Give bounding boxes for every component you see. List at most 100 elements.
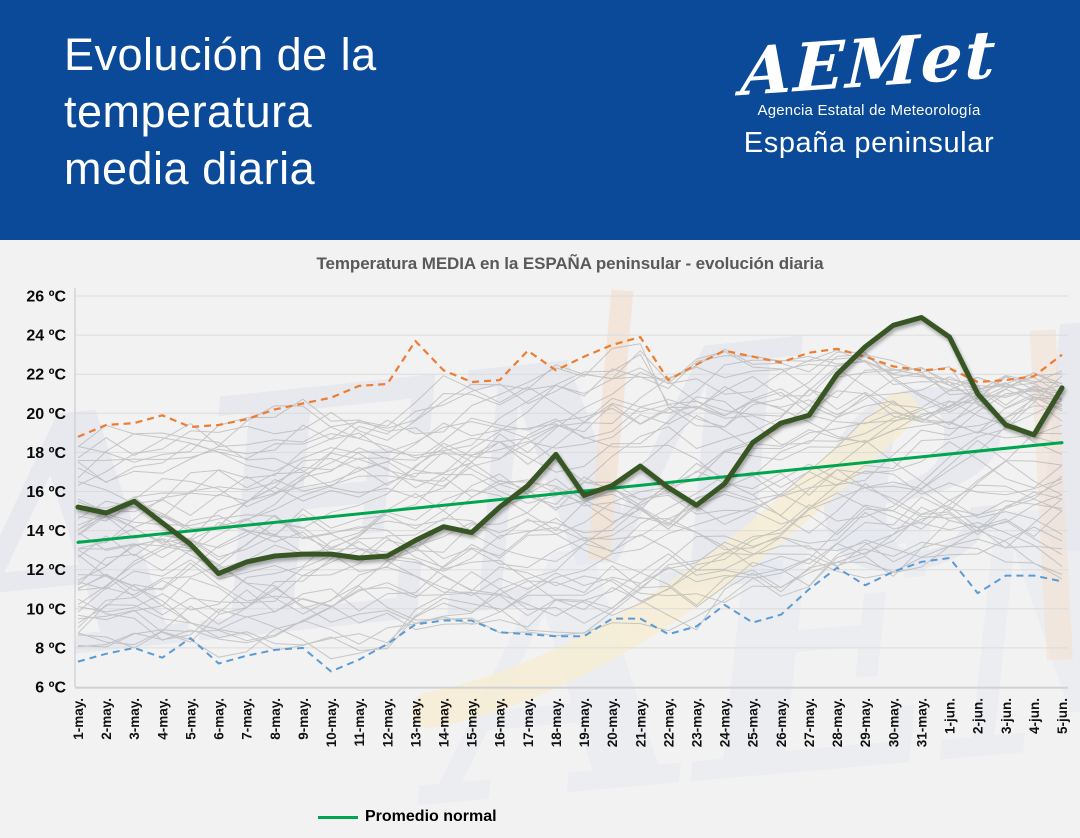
historical-year-line [77,529,1063,646]
historical-year-line [77,388,1063,511]
x-tick-label: 1-may. [71,698,86,740]
historical-year-line [77,441,1063,646]
historical-year-line [77,375,1063,616]
historical-year-line [77,460,1063,648]
historical-year-line [77,517,1063,643]
historical-year-line [77,506,1063,568]
x-tick-label: 31-may. [914,698,929,747]
chart-legend: Promedio normal [318,807,497,827]
x-tick-label: 19-may. [577,698,592,747]
y-tick-label: 10 ºC [26,601,66,618]
historical-year-line [77,353,1063,462]
x-tick-label: 3-jun. [999,698,1014,734]
historical-year-line [77,424,1063,519]
x-tick-label: 6-may. [212,698,227,740]
y-tick-label: 8 ºC [35,640,66,657]
x-tick-label: 5-jun. [1055,698,1070,734]
historical-year-line [77,470,1063,561]
aemet-brand-block: AEMet Agencia Estatal de Meteorología Es… [714,15,1024,160]
y-tick-label: 22 ºC [26,367,66,384]
historical-year-line [77,355,1063,486]
historical-year-line [77,343,1063,460]
y-tick-label: 6 ºC [35,680,66,697]
header-banner: Evolución de la temperatura media diaria A… [0,0,1080,240]
chart-area: AEMet AEMet 6 ºC 8 ºC 10 ºC 12 ºC 14 ºC 16 ºC 18… [0,240,1080,838]
page-title-line1: Evolución de la [64,29,377,80]
series-current-year [75,315,1065,577]
x-tick-label: 28-may. [830,698,845,747]
aemet-logo-subtitle: Agencia Estatal de Meteorología [757,102,981,119]
x-tick-label: 4-may. [155,698,170,740]
x-tick-label: 2-may. [99,698,114,740]
x-tick-label: 30-may. [886,698,901,747]
y-tick-label: 24 ºC [26,328,66,345]
x-tick-label: 24-may. [718,698,733,747]
y-tick-label: 14 ºC [26,523,66,540]
x-tick-label: 2-jun. [971,698,986,734]
x-tick-label: 21-may. [633,698,648,747]
y-tick-label: 12 ºC [26,562,66,579]
x-tick-label: 7-may. [240,698,255,740]
historical-year-line [77,499,1063,617]
page-title: Evolución de la temperatura media diaria [64,26,377,197]
historical-year-line [77,356,1063,529]
page-title-line3: media diaria [64,143,316,194]
x-tick-label: 15-may. [465,698,480,747]
x-tick-label: 1-jun. [943,698,958,734]
x-tick-label: 3-may. [127,698,142,740]
region-label: España peninsular [743,127,995,159]
legend-line-swatch [318,815,358,819]
y-tick-label: 18 ºC [26,445,66,462]
historical-year-line [77,491,1063,624]
historical-year-line [77,489,1063,559]
y-axis-tick-labels: 6 ºC 8 ºC 10 ºC 12 ºC 14 ºC 16 ºC 18 ºC 20 ºC 22… [26,289,66,697]
historical-year-line [77,545,1063,660]
historical-year-line [77,351,1063,499]
x-tick-label: 11-may. [352,698,367,747]
historical-year-line [77,473,1063,551]
historical-year-line [77,481,1063,651]
x-tick-label: 14-may. [436,698,451,747]
x-tick-label: 22-may. [661,698,676,747]
page-title-line2: temperatura [64,86,313,137]
x-axis-tick-labels: 1-may. 2-may. 3-may. 4-may. 5-may. 6-may. 7-ma… [71,698,1070,747]
x-tick-label: 29-may. [858,698,873,747]
x-tick-label: 8-may. [268,698,283,740]
x-tick-label: 26-may. [774,698,789,747]
historical-year-line [77,405,1063,562]
x-tick-label: 23-may. [690,698,705,747]
y-tick-label: 26 ºC [26,289,66,306]
x-tick-label: 10-may. [324,698,339,747]
y-tick-label: 16 ºC [26,484,66,501]
historical-year-line [77,469,1063,581]
x-tick-label: 18-may. [549,698,564,747]
historical-year-line [77,375,1063,613]
x-tick-label: 17-may. [521,698,536,747]
chart-title: Temperatura MEDIA en la ESPAÑA peninsula… [316,254,824,273]
historical-year-line [77,432,1063,644]
historical-year-line [77,398,1063,516]
aemet-logo: AEMet [739,14,999,112]
y-tick-label: 20 ºC [26,406,66,423]
x-tick-label: 4-jun. [1027,698,1042,734]
x-tick-label: 5-may. [183,698,198,740]
x-tick-label: 13-may. [408,698,423,747]
x-tick-label: 20-may. [605,698,620,747]
historical-year-line [77,390,1063,616]
historical-year-line [77,348,1063,509]
series-upper-envelope [77,335,1063,438]
historical-year-line [77,350,1063,531]
axes [74,288,1068,689]
historical-year-line [77,375,1063,459]
series-lower-envelope [77,557,1063,673]
x-tick-label: 27-may. [802,698,817,747]
historical-year-line [77,399,1063,658]
x-tick-label: 16-may. [493,698,508,747]
legend-label: Promedio normal [365,808,497,825]
historical-year-line [77,353,1063,591]
x-tick-label: 25-may. [746,698,761,747]
x-tick-label: 9-may. [296,698,311,740]
series-promedio-normal [76,441,1064,544]
